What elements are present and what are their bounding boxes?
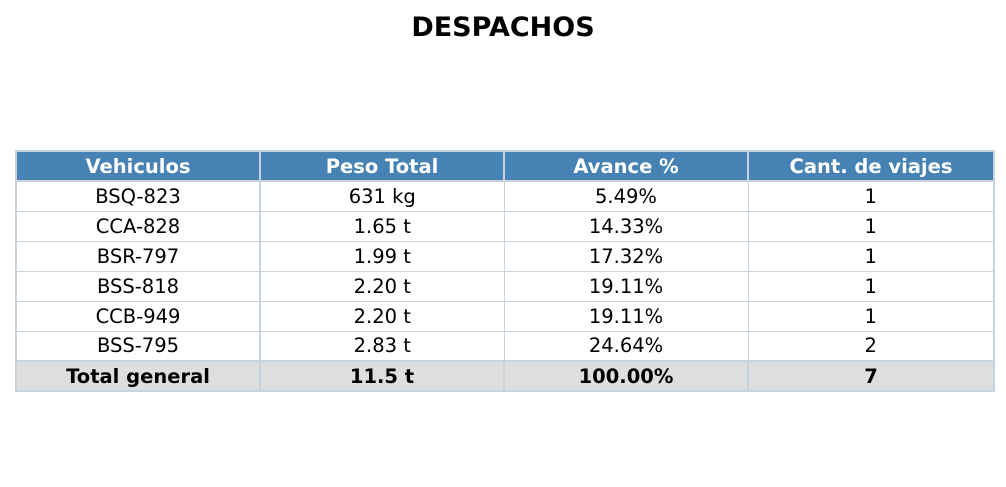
header-row: Vehiculos Peso Total Avance % Cant. de v… — [15, 150, 995, 182]
table-row: BSS-818 2.20 t 19.11% 1 — [15, 270, 995, 302]
table-cell: BSQ-823 — [15, 180, 261, 212]
table-cell: 17.32% — [503, 240, 749, 272]
table-cell: CCA-828 — [15, 210, 261, 242]
table-cell: 1 — [747, 270, 995, 302]
table-cell: 19.11% — [503, 270, 749, 302]
table-cell: 1.99 t — [259, 240, 505, 272]
chart-title: DESPACHOS — [411, 12, 595, 43]
total-avance: 100.00% — [503, 360, 749, 392]
table-cell: 2.20 t — [259, 300, 505, 332]
table-cell: 1 — [747, 240, 995, 272]
total-row: Total general 11.5 t 100.00% 7 — [15, 360, 995, 392]
table-cell: BSR-797 — [15, 240, 261, 272]
table-cell: 19.11% — [503, 300, 749, 332]
table-cell: 1.65 t — [259, 210, 505, 242]
total-peso: 11.5 t — [259, 360, 505, 392]
column-header-cant-viajes: Cant. de viajes — [747, 150, 995, 182]
table-cell: BSS-818 — [15, 270, 261, 302]
table-row: CCB-949 2.20 t 19.11% 1 — [15, 300, 995, 332]
table-row: CCA-828 1.65 t 14.33% 1 — [15, 210, 995, 242]
column-header-peso-total: Peso Total — [259, 150, 505, 182]
column-header-vehiculos: Vehiculos — [15, 150, 261, 182]
table-cell: 2 — [747, 330, 995, 362]
total-viajes: 7 — [747, 360, 995, 392]
table-cell: 1 — [747, 210, 995, 242]
table-cell: 14.33% — [503, 210, 749, 242]
table-cell: 2.20 t — [259, 270, 505, 302]
table-cell: 24.64% — [503, 330, 749, 362]
column-header-avance: Avance % — [503, 150, 749, 182]
table-cell: 2.83 t — [259, 330, 505, 362]
table-cell: 1 — [747, 180, 995, 212]
table-cell: BSS-795 — [15, 330, 261, 362]
table-cell: 631 kg — [259, 180, 505, 212]
table-cell: 1 — [747, 300, 995, 332]
table-cell: CCB-949 — [15, 300, 261, 332]
table-row: BSR-797 1.99 t 17.32% 1 — [15, 240, 995, 272]
table-cell: 5.49% — [503, 180, 749, 212]
total-label: Total general — [15, 360, 261, 392]
table-row: BSS-795 2.83 t 24.64% 2 — [15, 330, 995, 362]
table-row: BSQ-823 631 kg 5.49% 1 — [15, 180, 995, 212]
despachos-table: Vehiculos Peso Total Avance % Cant. de v… — [15, 150, 995, 392]
